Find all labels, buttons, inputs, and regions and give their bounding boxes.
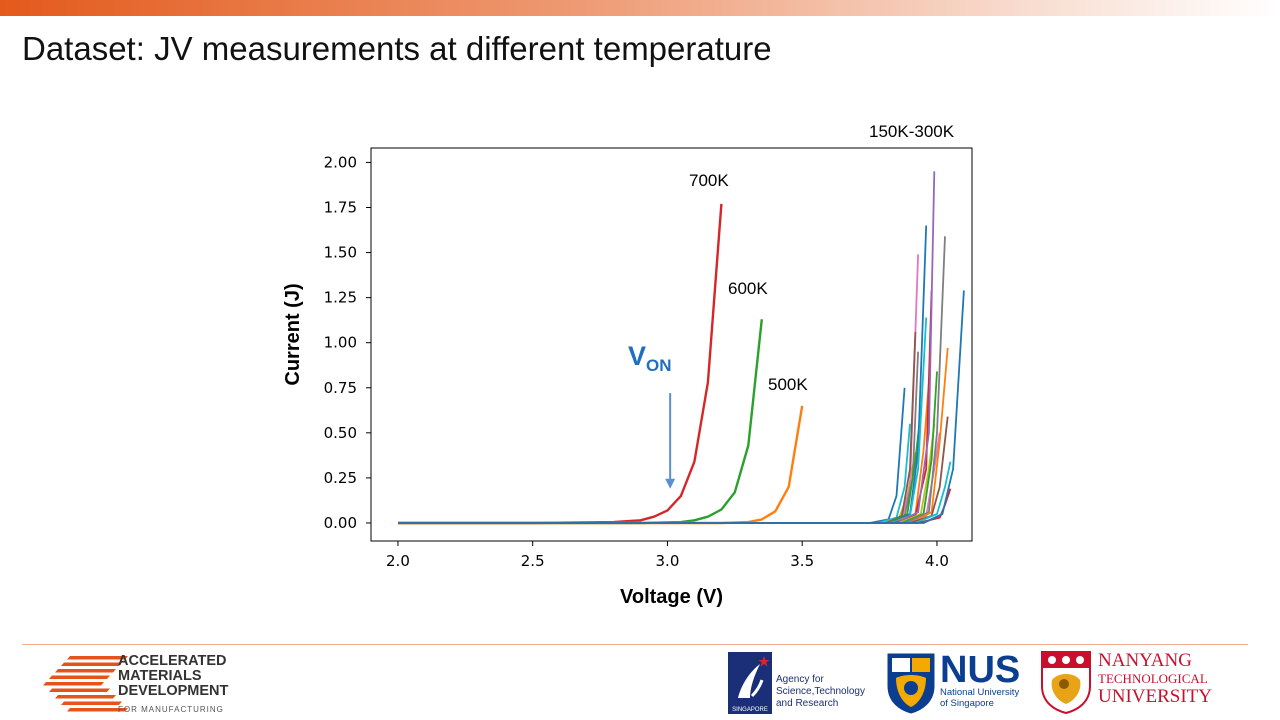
series-low-temp-21 [398,461,952,524]
amd-stripe [49,688,110,692]
nus-logo-text: NUS [940,649,1021,691]
ntu-logo-text: NANYANG TECHNOLOGICAL UNIVERSITY [1098,650,1212,707]
series-low-temp-8 [398,351,919,524]
x-axis: 2.0 2.5 3.0 3.5 4.0 [386,541,949,570]
y-tick-label: 1.00 [324,334,357,352]
y-tick-label: 0.25 [324,469,357,487]
von-label: VON [628,341,672,375]
series-low-temp-6 [398,254,919,524]
von-subscript: ON [646,356,672,375]
amd-logo-subtitle: FOR MANUFACTURING [118,705,224,714]
jv-chart: 2.0 2.5 3.0 3.5 4.0 0.00 0.25 0.50 0.75 1.00 1.25… [282,122,973,608]
amd-stripe [55,695,116,699]
amd-line-3: DEVELOPMENT [118,683,229,699]
label-150k-300k: 150K-300K [869,122,955,141]
x-tick-label: 2.5 [521,552,545,570]
amd-logo-icon [43,656,128,712]
x-axis-label: Voltage (V) [620,586,723,608]
series-low-temp-22 [398,488,952,524]
von-arrowhead [665,478,676,489]
slide-title: Dataset: JV measurements at different te… [22,30,772,67]
y-axis-label: Current (J) [282,283,304,385]
amd-stripe [43,682,104,686]
series-600k [398,319,763,525]
astar-logo-icon: SINGAPORE [728,652,772,714]
y-tick-label: 1.25 [324,289,357,307]
y-tick-label: 2.00 [324,153,357,171]
astar-logo-text: Agency for Science,Technology and Resear… [776,674,865,710]
astar-badge: SINGAPORE [732,707,768,713]
von-main: V [628,341,646,371]
series-low-temp-11 [398,317,928,524]
y-tick-label: 1.75 [324,198,357,216]
amd-stripe [67,708,128,712]
series-low-temp-12 [398,382,930,524]
amd-line-2: MATERIALS [118,668,202,684]
series-low-temp-5 [398,452,917,524]
ntu-line-3: UNIVERSITY [1098,686,1212,707]
y-tick-label: 1.50 [324,244,357,262]
series-low-temp-13 [398,290,933,524]
plot-frame [370,147,973,542]
top-accent-bar [0,0,1280,16]
series-low-temp-3 [398,387,906,524]
y-axis: 0.00 0.25 0.50 0.75 1.00 1.25 1.50 1.75 2.00 [324,153,371,532]
nus-line-2: of Singapore [940,698,994,709]
y-tick-label: 0.50 [324,424,357,442]
x-tick-label: 2.0 [386,552,410,570]
label-700k: 700K [689,171,729,190]
astar-line-3: and Research [776,698,839,709]
amd-logo-text: ACCELERATED MATERIALS DEVELOPMENT [118,654,228,699]
series-700k [398,203,723,525]
ntu-line-1: NANYANG [1098,650,1192,671]
series-layer [398,171,965,525]
series-low-temp-20 [398,416,949,524]
ntu-line-2: TECHNOLOGICAL [1098,671,1208,686]
y-tick-label: 0.75 [324,379,357,397]
series-low-temp-15 [398,423,936,524]
series-low-temp-19 [398,348,949,524]
nus-crest-icon [887,653,935,714]
amd-stripe [55,669,116,673]
amd-stripes [43,656,128,712]
x-tick-label: 4.0 [925,552,949,570]
nus-line-1: National University [940,687,1020,698]
amd-line-1: ACCELERATED [118,653,227,669]
label-500k: 500K [768,375,808,394]
series-low-temp-4 [398,423,911,524]
series-500k [398,405,804,525]
x-tick-label: 3.0 [656,552,680,570]
nus-logo-subtitle: National University of Singapore [940,687,1019,709]
series-low-temp-9 [398,411,922,524]
astar-line-1: Agency for [776,674,824,685]
series-low-temp-14 [398,171,936,524]
amd-stripe [67,656,128,660]
footer-divider [22,644,1248,645]
amd-stripe [61,701,122,705]
y-tick-label: 0.00 [324,514,357,532]
amd-stripe [49,675,110,679]
ntu-crest-icon [1041,651,1091,714]
amd-stripe [61,662,122,666]
series-low-temp-23 [398,290,965,524]
astar-line-2: Science,Technology [776,686,865,697]
label-600k: 600K [728,279,768,298]
series-low-temp-16 [398,371,938,524]
x-tick-label: 3.5 [790,552,814,570]
